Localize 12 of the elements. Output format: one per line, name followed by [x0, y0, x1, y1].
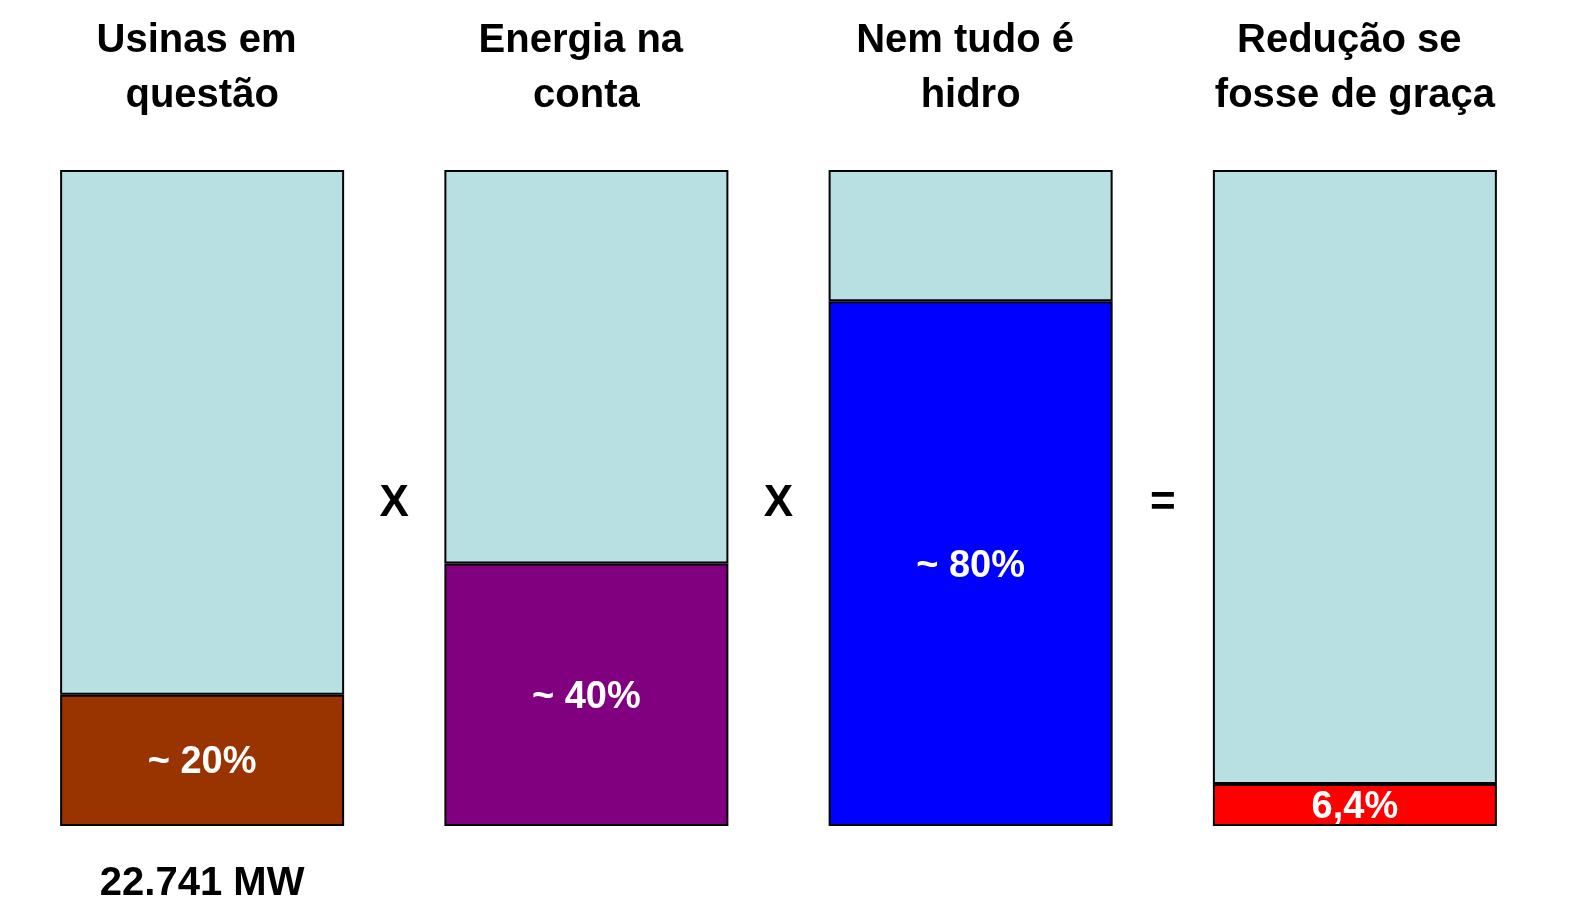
text: 22.741 MW — [99, 859, 305, 903]
data-label: ~ 80% — [916, 542, 1026, 585]
x-tick-label: Redução se fosse de graça — [1214, 15, 1496, 115]
x-tick-label: Nem tudo é hidro — [856, 15, 1086, 115]
annotation: X — [379, 475, 409, 525]
data-label: 6,4% — [1311, 784, 1399, 827]
x-tick-label: Energia na conta — [478, 15, 695, 115]
data-label: ~ 40% — [531, 673, 641, 716]
x-tick-label: Usinas em questão — [96, 15, 308, 115]
annotation: X — [763, 475, 794, 525]
data-label: ~ 20% — [147, 739, 257, 782]
annotation: = — [1149, 475, 1176, 525]
